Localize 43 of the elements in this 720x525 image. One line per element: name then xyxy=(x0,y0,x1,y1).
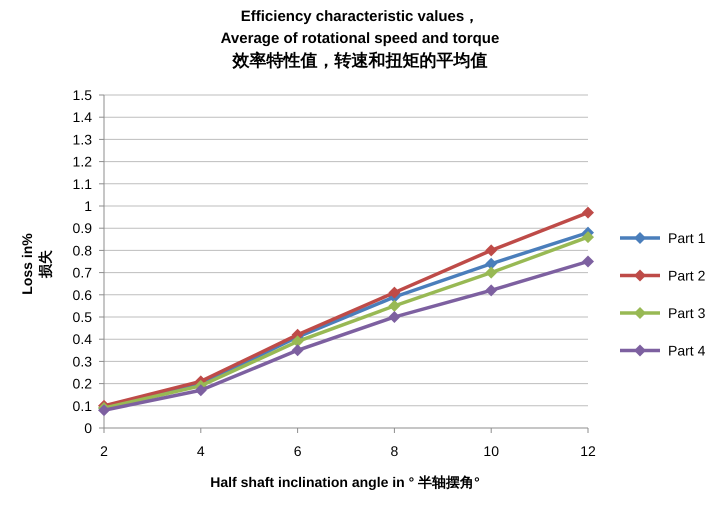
y-tick-label: 0.2 xyxy=(72,376,92,392)
point xyxy=(582,206,594,219)
legend-label: Part 2 xyxy=(668,268,706,284)
x-tick-label: 10 xyxy=(483,443,500,459)
y-tick-label: 0.7 xyxy=(72,264,92,281)
point xyxy=(292,344,304,356)
point xyxy=(485,284,498,296)
chart-subtitle: 效率特性值，转速和扭矩的平均值 xyxy=(231,50,488,72)
point xyxy=(485,258,498,270)
y-tick-label: 1.2 xyxy=(72,154,92,170)
point xyxy=(582,231,594,244)
x-tick-label: 12 xyxy=(580,443,596,459)
y-tick-label: 0 xyxy=(84,420,92,436)
point xyxy=(485,244,498,256)
legend-label: Part 3 xyxy=(668,305,706,321)
y-tick-label: 0.1 xyxy=(72,398,92,414)
y-tick-label: 0.6 xyxy=(72,286,92,303)
point xyxy=(582,256,594,268)
point xyxy=(194,384,207,396)
point xyxy=(292,335,304,348)
x-tick-label: 8 xyxy=(390,443,398,459)
y-tick-label: 0.4 xyxy=(72,331,92,348)
legend-label: Part 4 xyxy=(668,342,706,358)
x-axis-title: Half shaft inclination angle in ° 半轴摆角° xyxy=(210,473,480,492)
point xyxy=(485,266,498,279)
y-axis-title: Loss in% 损失 xyxy=(18,232,54,297)
x-tick-label: 6 xyxy=(294,443,302,459)
legend-label: Part 1 xyxy=(668,230,706,246)
y-tick-label: 1.4 xyxy=(72,109,92,126)
point xyxy=(388,286,400,299)
y-tick-label: 0.9 xyxy=(72,220,92,236)
y-tick-label: 1 xyxy=(84,198,92,214)
y-tick-label: 0.3 xyxy=(72,353,92,370)
y-tick-label: 0.8 xyxy=(72,242,92,258)
x-tick-label: 4 xyxy=(196,443,205,459)
chart-title: Efficiency characteristic values，Average of rotational speed and torque xyxy=(220,7,500,49)
y-tick-label: 1.3 xyxy=(72,131,92,148)
point xyxy=(388,300,400,312)
point xyxy=(388,311,400,323)
y-tick-label: 1.1 xyxy=(72,176,92,192)
y-tick-label: 1.5 xyxy=(72,87,92,103)
x-tick-label: 2 xyxy=(100,443,108,459)
y-tick-label: 0.5 xyxy=(72,309,92,325)
